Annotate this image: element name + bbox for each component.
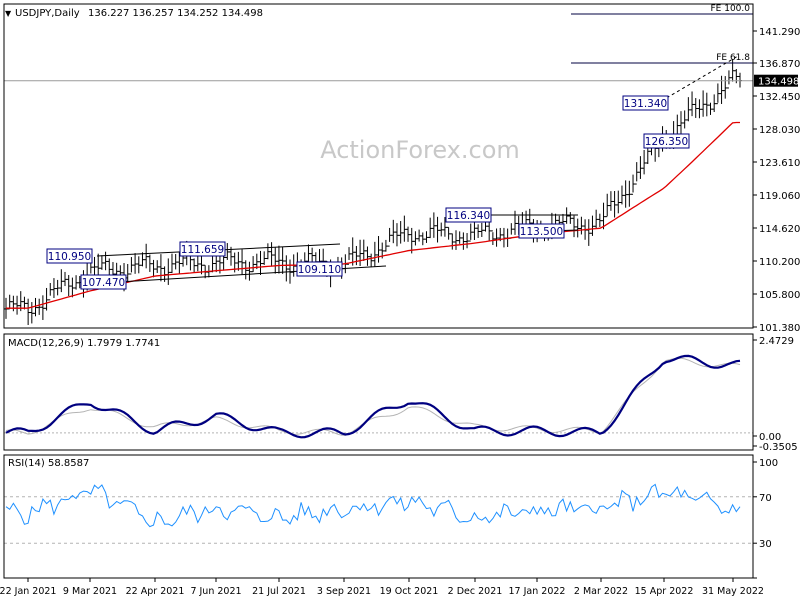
rsi-tick-label: 100 [759,458,778,469]
macd-panel-frame [3,333,754,451]
price-tick-label: 123.610 [759,158,800,169]
level-label-box [80,274,127,290]
level-label-box [445,207,492,223]
price-tick-label: 132.450 [759,92,800,103]
date-tick-label: 22 Jan 2021 [0,586,56,597]
price-tick-label: 141.290 [759,27,800,38]
level-label-box [46,248,93,264]
price-tick-label: 128.030 [759,125,800,136]
rsi-line [5,483,741,528]
level-label-text: 111.659 [181,244,224,256]
watermark: ActionForex.com [320,136,520,164]
date-tick-label: 3 Sep 2021 [317,586,371,597]
price-tick-label: 119.060 [759,191,800,202]
date-tick-label: 17 Jan 2022 [509,586,566,597]
header-arrow-icon[interactable]: ▼ [5,9,12,18]
rsi-title: RSI(14) 58.8587 [8,458,89,469]
fib-level-label: FE 61.8 [716,53,750,63]
date-tick-label: 15 Apr 2022 [635,586,694,597]
header-symbol: USDJPY,Daily [15,8,80,19]
moving-average-line [6,121,740,309]
macd-line [5,354,741,439]
price-tick-label: 110.200 [759,257,800,268]
level-label-box [296,261,343,277]
date-tick-label: 2 Mar 2022 [574,586,628,597]
macd-title: MACD(12,26,9) 1.7979 1.7741 [8,338,160,349]
header-ohlc: 136.227 136.257 134.252 134.498 [88,8,263,19]
price-tick-label: 114.620 [759,224,800,235]
current-price-tag [754,74,798,87]
macd-tick-label: 2.4729 [759,336,794,347]
price-tick-label: 105.800 [759,290,800,301]
macd-signal-line [5,357,741,436]
date-tick-label: 19 Oct 2021 [380,586,439,597]
date-tick-label: 7 Jun 2021 [190,586,241,597]
level-label-box [179,241,226,257]
date-tick-label: 21 Jul 2021 [252,586,306,597]
fib-level-label: FE 100.0 [711,4,751,14]
date-tick-label: 2 Dec 2021 [448,586,503,597]
rsi-tick-label: 30 [759,539,772,550]
level-label-box [622,95,669,111]
price-tick-label: 101.380 [759,323,800,334]
price-tick-label: 136.870 [759,59,800,70]
level-label-text: 109.110 [298,264,341,276]
level-label-text: 113.500 [520,226,563,238]
macd-tick-label: 0.00 [759,432,781,443]
date-tick-label: 22 Apr 2021 [126,586,185,597]
level-label-box [643,133,690,149]
level-label-text: 131.340 [624,98,667,110]
macd-tick-label: -0.3505 [759,442,798,453]
current-price-label: 134.498 [758,77,799,88]
date-tick-label: 31 May 2022 [702,586,764,597]
level-label-text: 126.350 [645,136,688,148]
rsi-panel-frame [3,454,754,579]
level-label-text: 116.340 [447,210,490,222]
level-label-text: 107.470 [82,277,125,289]
level-label-text: 110.950 [48,251,91,263]
date-tick-label: 9 Mar 2021 [63,586,117,597]
rsi-tick-label: 70 [759,493,772,504]
level-label-box [518,223,565,239]
price-panel-frame [3,3,754,329]
